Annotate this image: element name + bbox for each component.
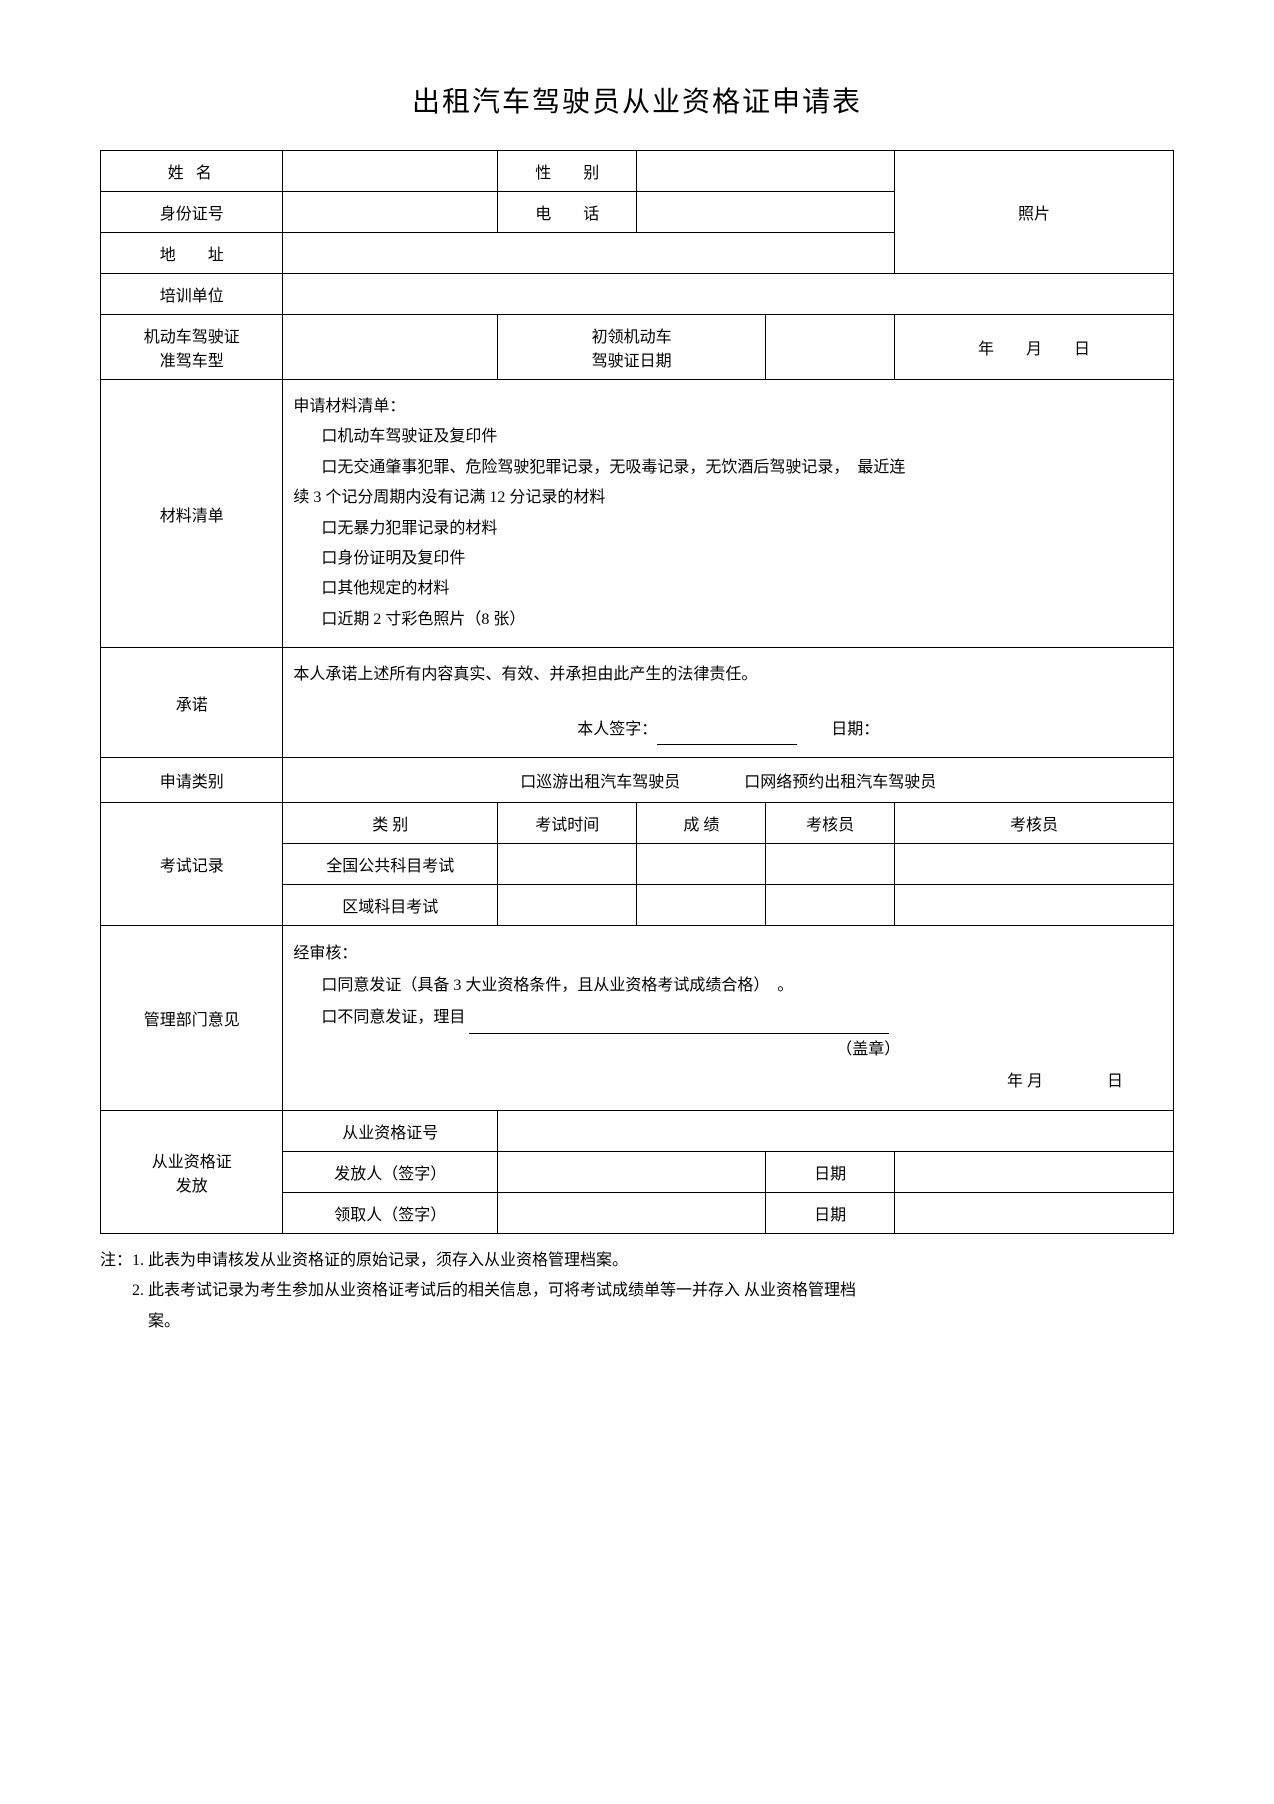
receiver-date-label: 日期	[766, 1192, 895, 1233]
dept-opinion-content: 经审核： 口同意发证（具备 3 大业资格条件，且从业资格考试成绩合格） 。 口不…	[283, 925, 1174, 1110]
gender-label: 性 别	[498, 151, 637, 192]
col-time: 考试时间	[498, 802, 637, 843]
exam-row-national: 全国公共科目考试	[283, 843, 498, 884]
issuer-label: 发放人（签字）	[283, 1151, 498, 1192]
cert-number-label: 从业资格证号	[283, 1110, 498, 1151]
issuer-date-value	[894, 1151, 1173, 1192]
sign-line	[657, 744, 797, 745]
dept-opinion-label: 管理部门意见	[101, 925, 283, 1110]
exam-record-label: 考试记录	[101, 802, 283, 925]
receiver-date-value	[894, 1192, 1173, 1233]
materials-header: 申请材料清单：	[293, 392, 1163, 422]
receiver-value	[498, 1192, 766, 1233]
notes-section: 注： 1. 此表为申请核发从业资格证的原始记录，须存入从业资格管理档案。 注： …	[100, 1246, 1174, 1337]
material-item-3: 口无暴力犯罪记录的材料	[293, 514, 1163, 544]
license-type-label: 机动车驾驶证 准驾车型	[101, 315, 283, 380]
note-1: 1. 此表为申请核发从业资格证的原始记录，须存入从业资格管理档案。	[132, 1246, 628, 1276]
date-inline-label: 日期：	[831, 721, 879, 738]
material-item-5: 口其他规定的材料	[293, 574, 1163, 604]
name-label: 姓 名	[101, 151, 283, 192]
issuer-date-label: 日期	[766, 1151, 895, 1192]
exam-national-time	[498, 843, 637, 884]
material-item-6: 口近期 2 寸彩色照片（8 张）	[293, 605, 1163, 635]
application-form-table: 姓 名 性 别 照片 身份证号 电 话 地 址 培训单位 机动车驾驶证 准驾车型…	[100, 150, 1174, 1234]
commitment-content: 本人承诺上述所有内容真实、有效、并承担由此产生的法律责任。 本人签字： 日期：	[283, 648, 1174, 758]
first-license-date-label: 初领机动车 驾驶证日期	[498, 315, 766, 380]
issuer-value	[498, 1151, 766, 1192]
dept-reject: 口不同意发证，理目	[321, 1009, 465, 1026]
material-item-2: 口无交通肇事犯罪、危险驾驶犯罪记录，无吸毒记录，无饮酒后驾驶记录， 最近连	[293, 453, 1163, 483]
exam-national-examiner2	[894, 843, 1173, 884]
material-item-1: 口机动车驾驶证及复印件	[293, 422, 1163, 452]
training-unit-value	[283, 274, 1174, 315]
training-unit-label: 培训单位	[101, 274, 283, 315]
col-score: 成 绩	[637, 802, 766, 843]
cert-issue-label: 从业资格证 发放	[101, 1110, 283, 1233]
material-item-4: 口身份证明及复印件	[293, 544, 1163, 574]
app-type-option-2: 口网络预约出租汽车驾驶员	[744, 774, 936, 791]
materials-content: 申请材料清单： 口机动车驾驶证及复印件 口无交通肇事犯罪、危险驾驶犯罪记录，无吸…	[283, 380, 1174, 648]
exam-regional-examiner2	[894, 884, 1173, 925]
gender-value	[637, 151, 895, 192]
dept-approve: 口同意发证（具备 3 大业资格条件，且从业资格考试成绩合格） 。	[293, 970, 1163, 1002]
col-type: 类 别	[283, 802, 498, 843]
id-label: 身份证号	[101, 192, 283, 233]
app-type-option-1: 口巡游出租汽车驾驶员	[520, 774, 680, 791]
first-license-date-value	[766, 315, 895, 380]
col-examiner1: 考核员	[766, 802, 895, 843]
receiver-label: 领取人（签字）	[283, 1192, 498, 1233]
dept-date: 年 月 日	[293, 1066, 1163, 1098]
phone-label: 电 话	[498, 192, 637, 233]
address-label: 地 址	[101, 233, 283, 274]
sign-label: 本人签字：	[577, 721, 657, 738]
materials-label: 材料清单	[101, 380, 283, 648]
col-examiner2: 考核员	[894, 802, 1173, 843]
note-2b: 案。	[100, 1307, 1174, 1337]
material-item-2b: 续 3 个记分周期内没有记满 12 分记录的材料	[293, 483, 1163, 513]
exam-regional-time	[498, 884, 637, 925]
commitment-label: 承诺	[101, 648, 283, 758]
date-ymd: 年 月 日	[894, 315, 1173, 380]
exam-national-examiner1	[766, 843, 895, 884]
id-value	[283, 192, 498, 233]
name-value	[283, 151, 498, 192]
commitment-text: 本人承诺上述所有内容真实、有效、并承担由此产生的法律责任。	[293, 660, 1163, 690]
app-type-content: 口巡游出租汽车驾驶员 口网络预约出租汽车驾驶员	[283, 757, 1174, 802]
license-type-value	[283, 315, 498, 380]
notes-prefix: 注：	[100, 1246, 132, 1276]
address-value	[283, 233, 895, 274]
exam-row-regional: 区域科目考试	[283, 884, 498, 925]
dept-header: 经审核：	[293, 938, 1163, 970]
cert-number-value	[498, 1110, 1174, 1151]
reason-line	[469, 1033, 889, 1034]
seal-label: （盖章）	[293, 1034, 1163, 1066]
photo-cell: 照片	[894, 151, 1173, 274]
note-2: 2. 此表考试记录为考生参加从业资格证考试后的相关信息，可将考试成绩单等一并存入…	[132, 1276, 856, 1306]
form-title: 出租汽车驾驶员从业资格证申请表	[100, 80, 1174, 120]
exam-regional-examiner1	[766, 884, 895, 925]
exam-national-score	[637, 843, 766, 884]
phone-value	[637, 192, 895, 233]
app-type-label: 申请类别	[101, 757, 283, 802]
exam-regional-score	[637, 884, 766, 925]
